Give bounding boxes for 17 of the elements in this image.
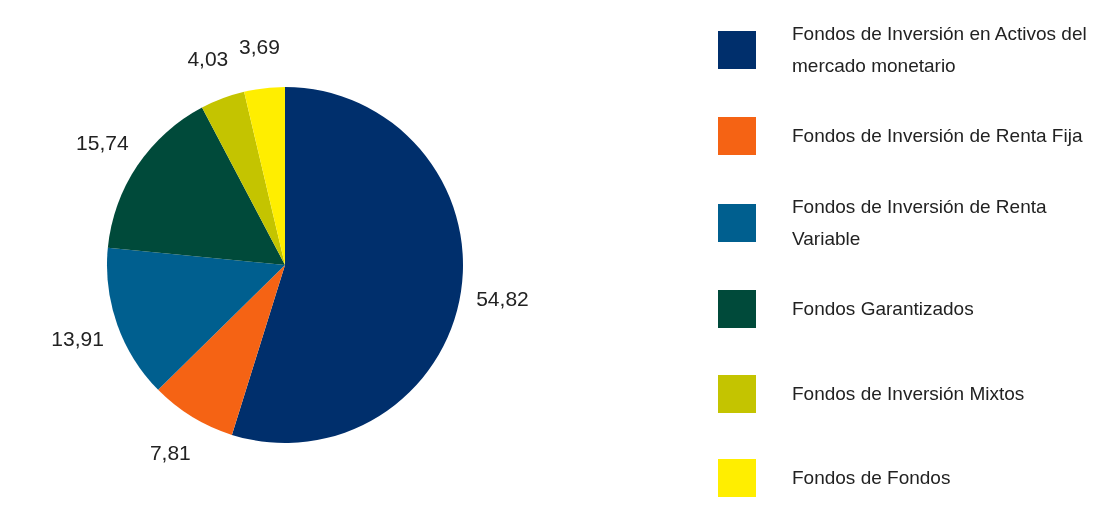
legend-label: Fondos de Inversión de Renta Fija (792, 124, 1084, 149)
data-label: 54,82 (476, 286, 529, 310)
data-label: 13,91 (51, 326, 104, 350)
data-label: 3,69 (239, 34, 280, 58)
pie-slice (158, 265, 285, 435)
legend-label: Fondos de Inversión Mixtos (792, 381, 1026, 406)
pie-slice (107, 247, 285, 390)
pie-slice (231, 87, 463, 443)
data-label: 4,03 (187, 47, 229, 71)
legend-label: Fondos de Inversión de Renta Variable (792, 194, 1048, 251)
legend-label: Fondos de Fondos (792, 465, 952, 490)
pie-slice (244, 87, 285, 265)
data-label: 7,81 (149, 441, 191, 465)
pie-slice (202, 91, 285, 265)
legend-label: Fondos de Inversión en Activos del mercado monetario (792, 22, 1088, 78)
data-label: 15,74 (76, 130, 129, 154)
legend-label: Fondos Garantizados (792, 297, 975, 322)
